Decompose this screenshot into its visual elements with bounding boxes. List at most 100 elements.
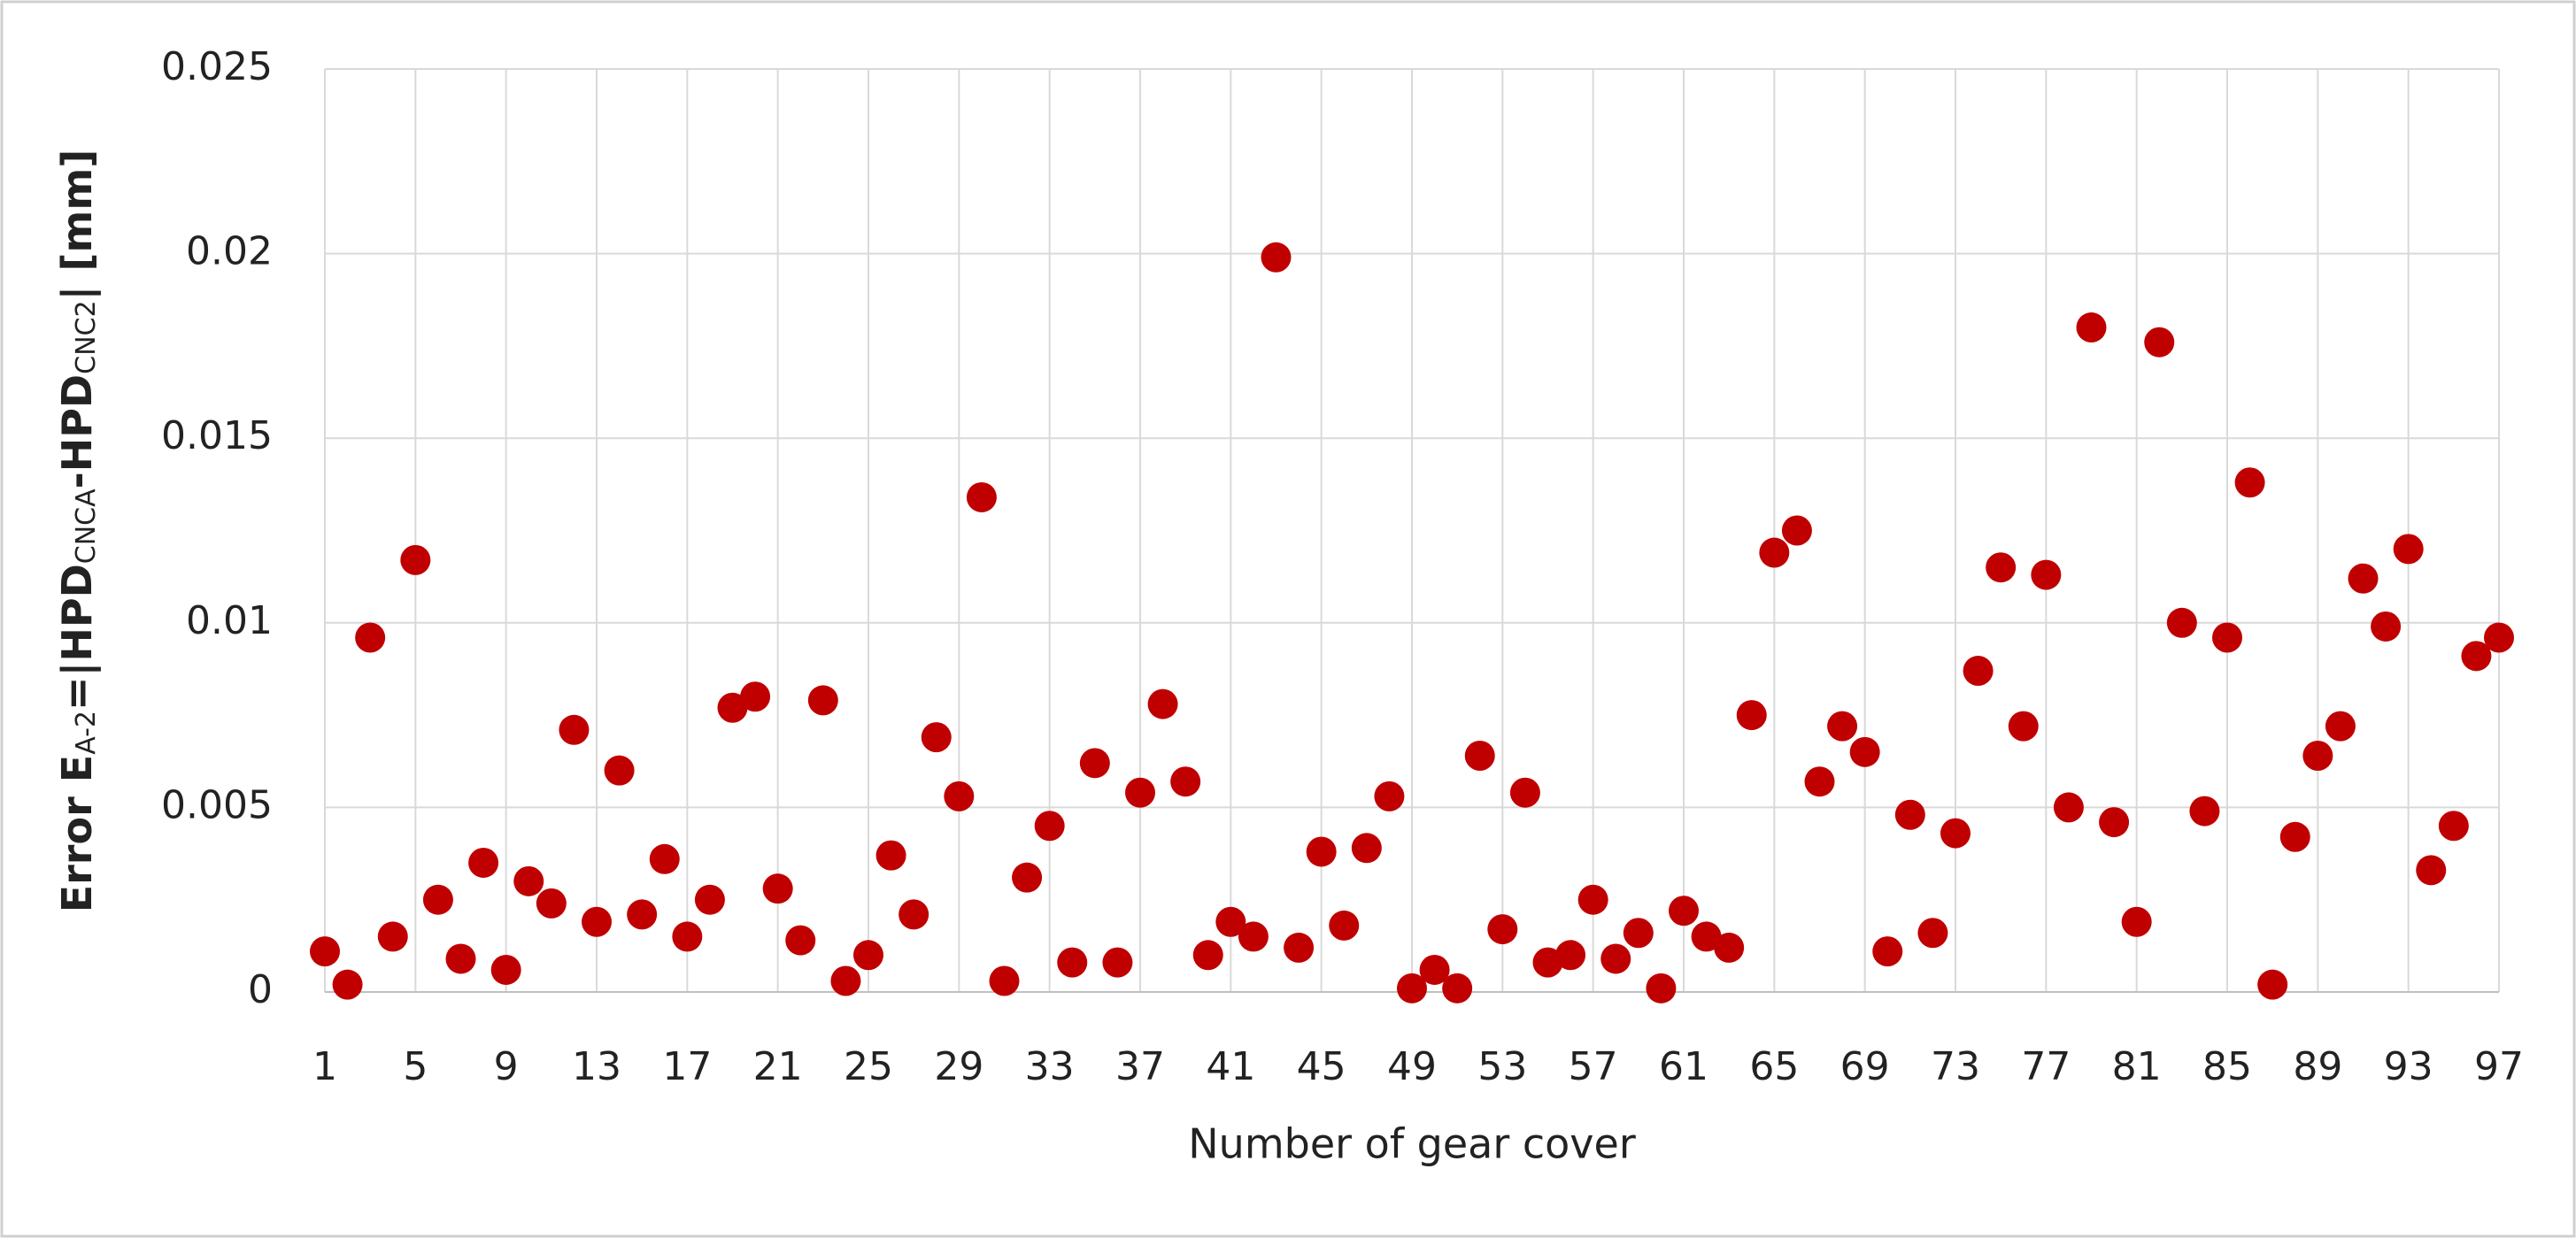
x-tick-label: 25 <box>844 1044 893 1089</box>
point <box>1079 748 1110 779</box>
y-tick-label: 0.01 <box>186 598 273 643</box>
point <box>1125 777 1155 808</box>
x-tick-label: 45 <box>1297 1044 1346 1089</box>
point <box>1804 766 1835 797</box>
point <box>1894 799 1925 830</box>
point <box>899 899 929 930</box>
point <box>2189 796 2220 827</box>
x-tick-label: 49 <box>1387 1044 1437 1089</box>
point <box>1623 918 1654 949</box>
point <box>2438 811 2469 842</box>
point <box>2121 906 2152 937</box>
point <box>966 481 997 512</box>
point <box>604 755 635 786</box>
point <box>2416 855 2447 886</box>
point <box>1192 940 1223 971</box>
y-title-subscript: A-2 <box>71 711 102 755</box>
point <box>717 692 748 723</box>
y-tick-label: 0.025 <box>161 44 273 89</box>
point <box>1487 914 1518 945</box>
x-tick-label: 13 <box>572 1044 621 1089</box>
point <box>1329 910 1360 941</box>
point <box>422 884 453 915</box>
y-tick-label: 0.015 <box>161 413 273 458</box>
y-title-part: =|HPD <box>53 564 102 711</box>
point <box>1849 736 1880 767</box>
point <box>1827 711 1858 742</box>
point <box>1464 740 1495 771</box>
x-tick-label: 37 <box>1115 1044 1165 1089</box>
point <box>1261 242 1292 273</box>
point <box>2257 969 2288 1000</box>
point <box>1669 896 1699 927</box>
point <box>2234 467 2265 498</box>
x-tick-label: 5 <box>403 1044 428 1089</box>
point <box>2302 740 2333 771</box>
point <box>1238 921 1269 952</box>
x-tick-label: 73 <box>1931 1044 1980 1089</box>
point <box>2212 622 2242 653</box>
point <box>1170 766 1201 797</box>
x-tick-label: 53 <box>1477 1044 1527 1089</box>
x-tick-label: 33 <box>1025 1044 1075 1089</box>
point <box>559 714 590 745</box>
point <box>2053 792 2084 823</box>
point <box>627 899 658 930</box>
y-title-part: Error E <box>53 755 101 913</box>
point <box>921 722 952 753</box>
x-tick-label: 89 <box>2293 1044 2342 1089</box>
point <box>1057 947 1088 978</box>
x-tick-label: 77 <box>2021 1044 2071 1089</box>
point <box>1600 943 1631 974</box>
y-title-part: | [mm] <box>53 150 102 301</box>
point <box>2279 821 2310 852</box>
point <box>2325 711 2356 742</box>
x-tick-label: 17 <box>662 1044 712 1089</box>
x-tick-label: 1 <box>312 1044 337 1089</box>
point <box>762 873 793 904</box>
point <box>400 544 431 575</box>
x-tick-label: 81 <box>2112 1044 2162 1089</box>
y-tick-label: 0.02 <box>186 229 273 274</box>
x-tick-label: 21 <box>753 1044 803 1089</box>
x-tick-label: 69 <box>1840 1044 1890 1089</box>
point <box>1509 777 1540 808</box>
point <box>875 840 906 871</box>
point <box>1736 700 1767 731</box>
y-tick-label: 0.005 <box>161 782 273 827</box>
point <box>468 847 499 878</box>
point <box>2076 312 2107 343</box>
point <box>2008 711 2039 742</box>
point <box>2484 622 2514 653</box>
point <box>1917 918 1948 949</box>
point <box>377 921 408 952</box>
x-tick-label: 85 <box>2202 1044 2252 1089</box>
point <box>1102 947 1133 978</box>
x-tick-label: 57 <box>1569 1044 1618 1089</box>
point <box>853 940 883 971</box>
x-tick-label: 97 <box>2474 1044 2524 1089</box>
point <box>694 884 725 915</box>
point <box>490 954 521 985</box>
point <box>2371 611 2402 642</box>
x-tick-label: 61 <box>1659 1044 1708 1089</box>
point <box>1781 515 1812 546</box>
x-tick-label: 29 <box>934 1044 983 1089</box>
point <box>1442 973 1473 1003</box>
point <box>1940 818 1971 849</box>
point <box>1034 811 1065 842</box>
point <box>1147 688 1178 719</box>
point <box>1963 656 1994 687</box>
point <box>830 965 861 996</box>
point <box>1555 940 1586 971</box>
y-title-subscript: CNC2 <box>71 300 102 373</box>
point <box>1577 884 1608 915</box>
point <box>2144 327 2175 358</box>
point <box>1691 921 1722 952</box>
y-title-subscript: CNCA <box>71 488 102 564</box>
point <box>582 906 612 937</box>
point <box>2031 559 2062 590</box>
x-tick-label: 9 <box>494 1044 519 1089</box>
x-axis-title: Number of gear cover <box>1188 1120 1636 1168</box>
point <box>1986 552 2017 583</box>
